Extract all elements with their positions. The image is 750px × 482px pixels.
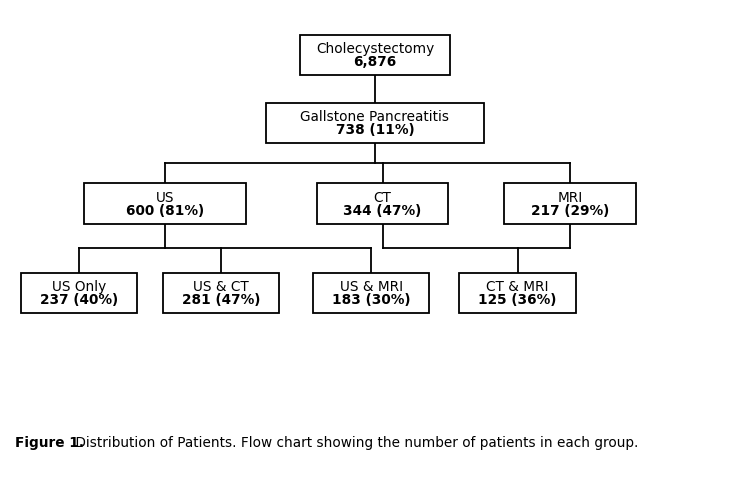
FancyBboxPatch shape [316, 184, 448, 224]
Text: US: US [156, 190, 174, 204]
FancyBboxPatch shape [163, 272, 279, 313]
Text: US Only: US Only [52, 280, 106, 294]
Text: CT: CT [374, 190, 392, 204]
Text: 237 (40%): 237 (40%) [40, 293, 118, 307]
Text: 344 (47%): 344 (47%) [344, 204, 422, 218]
Text: CT & MRI: CT & MRI [486, 280, 549, 294]
Text: US & MRI: US & MRI [340, 280, 403, 294]
Text: Gallstone Pancreatitis: Gallstone Pancreatitis [301, 110, 449, 124]
Text: Cholecystectomy: Cholecystectomy [316, 42, 434, 56]
Text: Figure 1.: Figure 1. [15, 436, 84, 450]
Text: 281 (47%): 281 (47%) [182, 293, 260, 307]
FancyBboxPatch shape [266, 103, 484, 143]
FancyBboxPatch shape [459, 272, 576, 313]
FancyBboxPatch shape [300, 35, 450, 75]
Text: US & CT: US & CT [194, 280, 249, 294]
Text: 183 (30%): 183 (30%) [332, 293, 410, 307]
Text: Distribution of Patients. Flow chart showing the number of patients in each grou: Distribution of Patients. Flow chart sho… [71, 436, 638, 450]
FancyBboxPatch shape [504, 184, 635, 224]
Text: 217 (29%): 217 (29%) [531, 204, 609, 218]
Text: 125 (36%): 125 (36%) [478, 293, 556, 307]
FancyBboxPatch shape [20, 272, 136, 313]
Text: 6,876: 6,876 [353, 55, 397, 69]
Text: MRI: MRI [557, 190, 583, 204]
Text: 600 (81%): 600 (81%) [126, 204, 204, 218]
FancyBboxPatch shape [84, 184, 246, 224]
Text: 738 (11%): 738 (11%) [336, 123, 414, 137]
FancyBboxPatch shape [314, 272, 429, 313]
